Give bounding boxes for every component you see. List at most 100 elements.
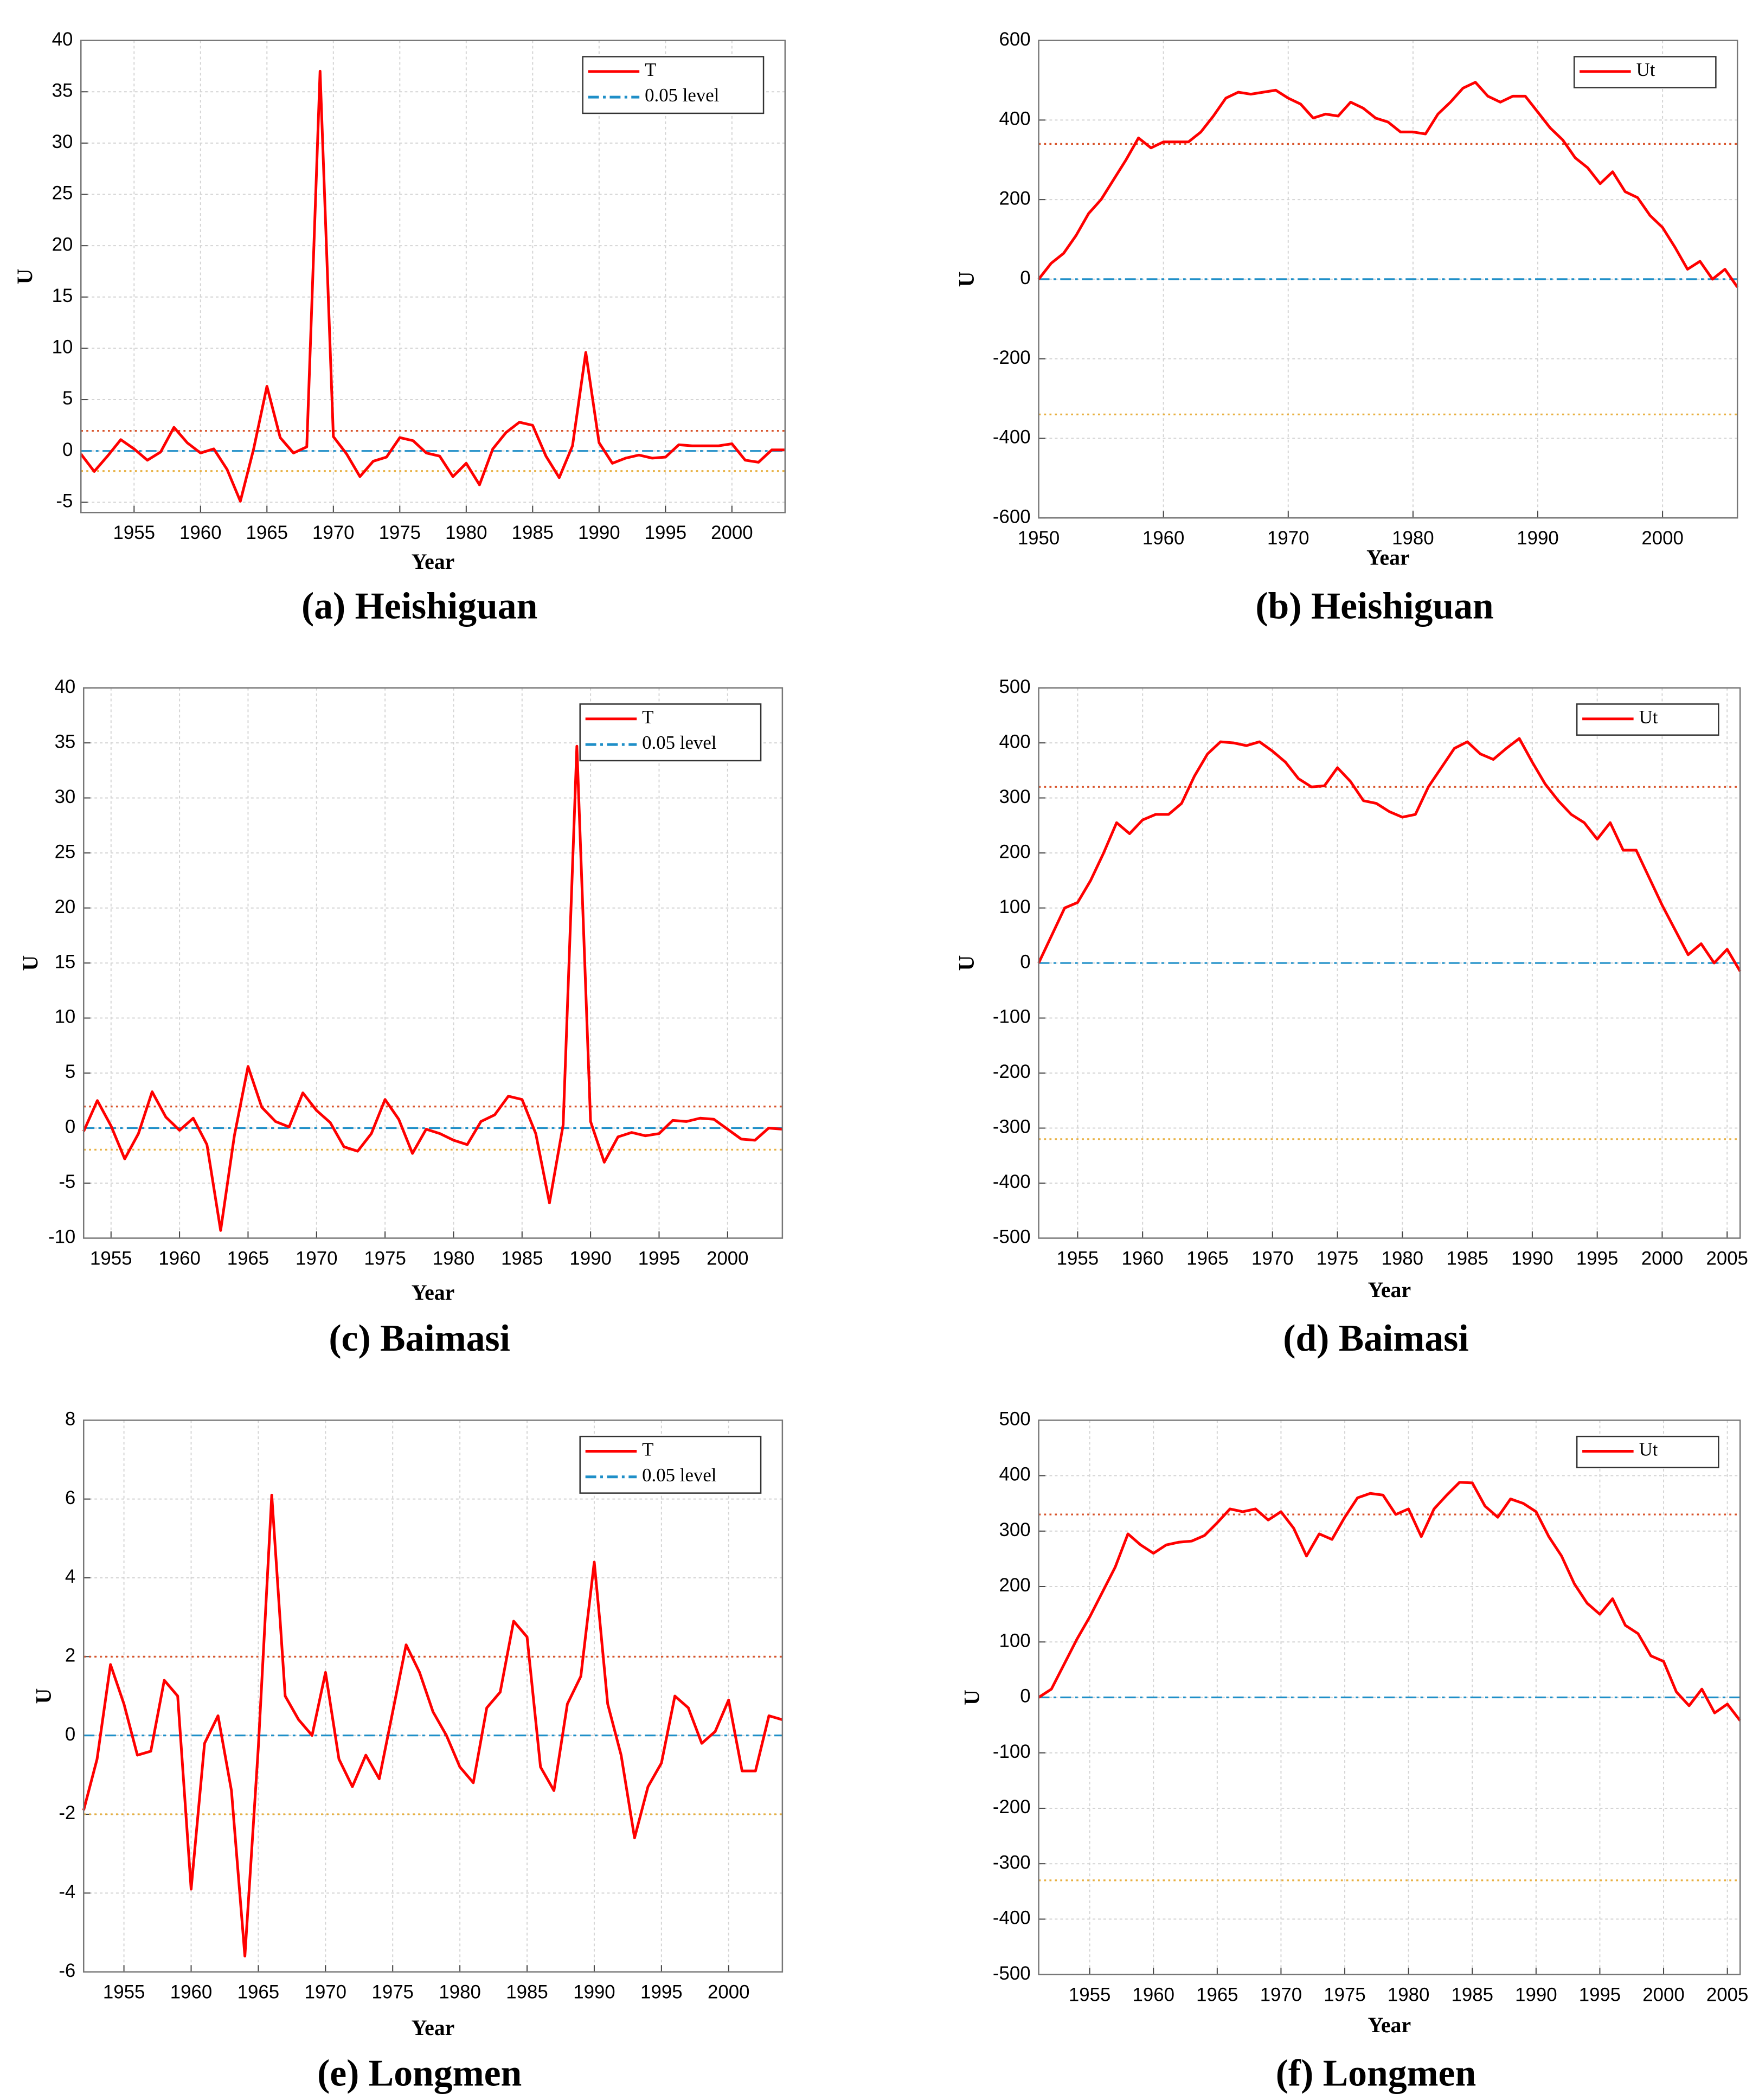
caption: (f) Longmen (1276, 2053, 1476, 2095)
y-tick-label: 200 (999, 1575, 1031, 1596)
x-tick-label: 1980 (439, 1982, 480, 2003)
y-tick-label: 500 (999, 676, 1031, 697)
x-tick-label: 1980 (1392, 528, 1434, 549)
x-tick-label: 1975 (1324, 1985, 1365, 2006)
data-line (82, 744, 783, 1232)
y-tick-label: 40 (52, 29, 73, 50)
y-tick-label: 20 (52, 234, 73, 255)
y-tick-label: 35 (52, 80, 73, 101)
data-line (82, 1493, 783, 1958)
legend-box (582, 56, 765, 114)
legend-box (579, 1435, 762, 1494)
x-tick-label: 1980 (1382, 1248, 1423, 1269)
plot-frame (82, 1420, 784, 1973)
x-tick-label: 1995 (1579, 1985, 1621, 2006)
legend-label: Ut (1636, 59, 1655, 80)
y-tick-label: 10 (52, 337, 73, 358)
x-tick-label: 1980 (1388, 1985, 1429, 2006)
legend: T 0.05 level (579, 703, 762, 762)
data-line (1037, 737, 1742, 972)
y-tick-label: 35 (55, 731, 76, 752)
y-tick-label: -4 (59, 1881, 75, 1903)
y-tick-label: -500 (993, 1963, 1031, 1984)
legend-box (579, 703, 762, 762)
x-tick-label: 1970 (296, 1248, 337, 1269)
x-tick-label: 1995 (640, 1982, 682, 2003)
x-axis-label: Year (1368, 1278, 1411, 1302)
y-tick-label: 200 (999, 841, 1031, 862)
x-tick-label: 1955 (113, 522, 155, 543)
y-tick-label: 25 (55, 841, 76, 862)
x-tick-label: 1970 (1251, 1248, 1293, 1269)
x-tick-label: 1955 (90, 1248, 132, 1269)
chart-panel: 1955 1960 1965 1970 1975 1980 1985 1990 1995 2000… (18, 676, 784, 1359)
y-tick-label: -5 (59, 1171, 75, 1192)
x-tick-label: 1990 (573, 1982, 615, 2003)
data-line (1038, 1481, 1742, 1722)
x-tick-label: 1995 (1576, 1248, 1618, 1269)
y-tick-label: -2 (59, 1802, 75, 1823)
x-tick-label: 1965 (1196, 1985, 1238, 2006)
x-tick-label: 1960 (179, 522, 221, 543)
plot-frame (1038, 687, 1741, 1239)
x-tick-label: 1965 (1186, 1248, 1228, 1269)
chart-panel: 1955 1960 1965 1970 1975 1980 1985 1990 1995 2000… (960, 1409, 1748, 2095)
chart-panel: 1955 1960 1965 1970 1975 1980 1985 1990 1995 2000… (954, 676, 1748, 1359)
legend-label: 0.05 level (645, 85, 719, 106)
plot-frame (82, 687, 784, 1239)
x-tick-label: 1955 (1069, 1985, 1110, 2006)
x-tick-label: 1950 (1018, 528, 1060, 549)
x-tick-label: 2000 (711, 522, 753, 543)
x-tick-label: 1995 (638, 1248, 680, 1269)
y-tick-label: 5 (62, 388, 73, 409)
y-axis-label: U (18, 955, 42, 971)
legend-label: Ut (1639, 707, 1658, 728)
legend: T 0.05 level (582, 56, 765, 114)
legend-label: 0.05 level (642, 732, 716, 753)
y-tick-label: -400 (993, 427, 1031, 448)
x-tick-label: 1970 (305, 1982, 346, 2003)
x-axis-label: Year (1368, 2013, 1411, 2037)
y-tick-label: 40 (55, 676, 76, 697)
y-tick-label: -200 (993, 1061, 1031, 1082)
x-tick-label: 1970 (1267, 528, 1309, 549)
data-line (80, 69, 785, 503)
y-tick-label: 10 (55, 1006, 76, 1027)
legend-label: T (645, 59, 656, 80)
y-tick-label: 500 (999, 1409, 1031, 1430)
x-tick-label: 1975 (379, 522, 421, 543)
x-tick-label: 1995 (645, 522, 686, 543)
y-tick-label: 200 (999, 188, 1031, 209)
x-tick-label: 2000 (1642, 1985, 1684, 2006)
x-tick-label: 1980 (433, 1248, 474, 1269)
y-tick-label: 0 (65, 1116, 75, 1138)
chart-panel: 1955 1960 1965 1970 1975 1980 1985 1990 1995 2000… (13, 29, 786, 627)
caption: (d) Baimasi (1283, 1318, 1468, 1359)
legend-box (1576, 703, 1719, 736)
legend: Ut (1576, 1435, 1719, 1468)
x-tick-label: 2005 (1706, 1248, 1748, 1269)
x-tick-label: 1960 (1142, 528, 1184, 549)
x-tick-label: 1960 (1133, 1985, 1174, 2006)
y-tick-label: 5 (65, 1061, 75, 1082)
caption: (a) Heishiguan (301, 585, 537, 627)
y-tick-label: -400 (993, 1171, 1031, 1192)
y-tick-label: 0 (1020, 1686, 1030, 1707)
y-tick-label: -300 (993, 1852, 1031, 1873)
x-tick-label: 1965 (246, 522, 288, 543)
y-tick-label: -600 (993, 506, 1031, 527)
x-tick-label: 1985 (506, 1982, 548, 2003)
y-tick-label: -200 (993, 347, 1031, 368)
y-axis-label: U (32, 1688, 56, 1704)
plot-frame (80, 40, 786, 513)
x-axis-label: Year (412, 550, 455, 574)
y-tick-label: -100 (993, 1006, 1031, 1027)
y-tick-label: -200 (993, 1796, 1031, 1818)
y-tick-label: 30 (52, 131, 73, 152)
y-tick-label: 15 (52, 285, 73, 306)
y-tick-label: 30 (55, 786, 76, 807)
x-tick-label: 1975 (1317, 1248, 1358, 1269)
y-tick-label: 600 (999, 29, 1031, 50)
y-tick-label: 0 (1020, 951, 1030, 972)
y-tick-label: -5 (56, 491, 73, 512)
